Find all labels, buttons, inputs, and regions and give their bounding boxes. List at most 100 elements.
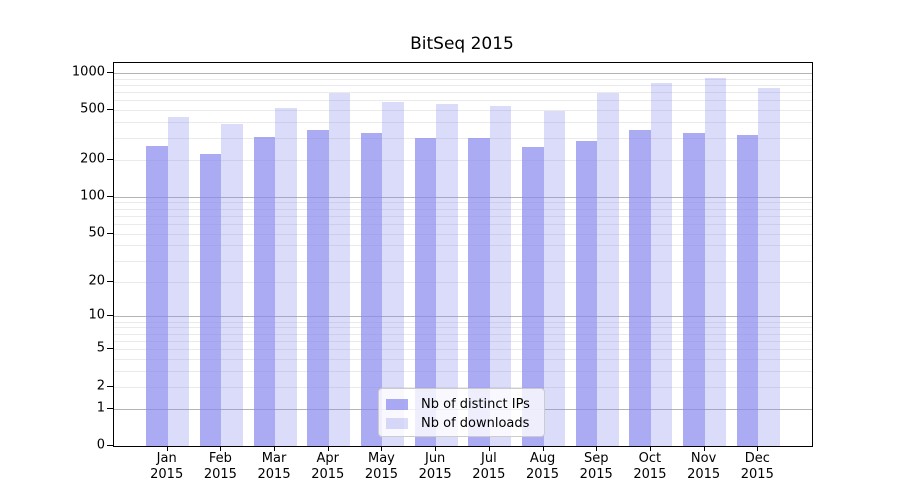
bar-downloads-jan (167, 117, 190, 446)
bar-downloads-oct (650, 82, 673, 446)
y-gridline-minor (114, 110, 812, 112)
y-axis-tick-mark (107, 407, 113, 409)
y-gridline-minor (114, 233, 812, 235)
y-gridline-minor (114, 321, 812, 323)
y-gridline-minor (114, 333, 812, 335)
bar-ips-jan (146, 146, 168, 446)
y-gridline-minor (114, 349, 812, 351)
bar-downloads-feb (221, 123, 243, 446)
y-gridline-minor (114, 245, 812, 247)
legend-swatch-downloads (386, 418, 408, 429)
y-axis-tick-label: 1000 (71, 64, 105, 80)
x-axis-tick-label-mar: Mar 2015 (257, 451, 291, 482)
y-gridline-minor (114, 84, 812, 86)
x-axis-tick-mark (435, 446, 437, 451)
y-gridline-minor (114, 100, 812, 102)
y-gridline-minor (114, 202, 812, 204)
x-axis-tick-mark (596, 446, 598, 451)
y-gridline-minor (114, 281, 812, 283)
y-axis-tick-label: 10 (88, 307, 105, 323)
y-axis-tick-label: 1 (96, 400, 105, 416)
bar-ips-dec (736, 135, 759, 446)
y-axis-tick-mark (107, 348, 113, 350)
y-gridline-major (114, 72, 812, 74)
bar-ips-feb (199, 153, 222, 446)
x-axis-tick-label-dec: Dec 2015 (740, 451, 774, 482)
x-axis-tick-mark (327, 446, 329, 451)
y-axis-tick-mark (107, 315, 113, 317)
y-axis-tick-label: 2 (96, 378, 105, 394)
x-axis-tick-label-feb: Feb 2015 (203, 451, 237, 482)
bar-ips-nov (683, 132, 705, 446)
legend: Nb of distinct IPs Nb of downloads (378, 388, 545, 437)
y-gridline-minor (114, 327, 812, 329)
bar-downloads-nov (704, 78, 727, 446)
bar-ips-jun (414, 138, 437, 446)
y-gridline-minor (114, 208, 812, 210)
bar-ips-jul (468, 137, 490, 446)
y-gridline-major (114, 196, 812, 198)
x-axis-tick-label-jul: Jul 2015 (472, 451, 506, 482)
bar-ips-mar (253, 137, 276, 446)
x-axis-tick-label-jun: Jun 2015 (418, 451, 452, 482)
x-axis-tick-mark (274, 446, 276, 451)
legend-label-downloads: Nb of downloads (421, 416, 530, 431)
y-gridline-minor (114, 260, 812, 262)
y-axis-tick-label: 50 (88, 225, 105, 241)
x-axis-tick-mark (757, 446, 759, 451)
y-axis-tick-mark (107, 195, 113, 197)
bar-downloads-sep (597, 92, 619, 446)
y-gridline-minor (114, 159, 812, 161)
legend-item-downloads: Nb of downloads (386, 414, 536, 433)
y-axis-tick-label: 200 (80, 151, 105, 167)
bar-downloads-mar (275, 108, 297, 446)
chart-title: BitSeq 2015 (410, 34, 514, 54)
x-axis-tick-mark (381, 446, 383, 451)
y-axis-tick-mark (107, 385, 113, 387)
bar-downloads-may (382, 101, 404, 446)
y-gridline-minor (114, 386, 812, 388)
x-axis-tick-label-nov: Nov 2015 (687, 451, 721, 482)
legend-label-distinct-ips: Nb of distinct IPs (421, 397, 530, 412)
x-axis-tick-label-may: May 2015 (364, 451, 398, 482)
y-axis-tick-mark (107, 71, 113, 73)
bar-ips-sep (575, 140, 598, 446)
y-gridline-minor (114, 122, 812, 124)
y-gridline-minor (114, 223, 812, 225)
y-axis-tick-mark (107, 232, 113, 234)
y-gridline-minor (114, 78, 812, 80)
bar-downloads-apr (328, 92, 351, 446)
x-axis-tick-label-jan: Jan 2015 (150, 451, 184, 482)
y-axis-tick-label: 500 (80, 101, 105, 117)
y-gridline-minor (114, 215, 812, 217)
y-axis-tick-mark (107, 445, 113, 446)
bar-downloads-jun (436, 103, 458, 446)
x-axis-tick-mark (649, 446, 651, 451)
x-axis-tick-mark (220, 446, 222, 451)
bar-ips-aug (522, 146, 544, 446)
x-axis-tick-label-oct: Oct 2015 (633, 451, 667, 482)
x-axis-tick-mark (703, 446, 705, 451)
x-axis-tick-mark (542, 446, 544, 451)
y-axis-tick-mark (107, 280, 113, 282)
y-gridline-minor (114, 137, 812, 139)
x-axis-tick-mark (488, 446, 490, 451)
y-axis-tick-label: 100 (80, 188, 105, 204)
bar-downloads-dec (758, 87, 780, 446)
y-axis-tick-label: 20 (88, 273, 105, 289)
x-axis-tick-label-sep: Sep 2015 (579, 451, 613, 482)
bar-downloads-aug (543, 110, 565, 446)
bars-layer (114, 63, 812, 446)
y-gridline-minor (114, 371, 812, 373)
y-axis-tick-mark (107, 109, 113, 111)
y-axis-tick-label: 5 (96, 340, 105, 356)
x-axis-tick-label-aug: Aug 2015 (525, 451, 560, 482)
bar-ips-apr (307, 130, 329, 446)
y-axis-tick-mark (107, 158, 113, 160)
bar-downloads-jul (489, 105, 512, 446)
bar-ips-oct (629, 129, 651, 446)
y-axis-tick-label: 0 (96, 437, 105, 453)
y-gridline-minor (114, 340, 812, 342)
legend-swatch-distinct-ips (386, 399, 408, 410)
